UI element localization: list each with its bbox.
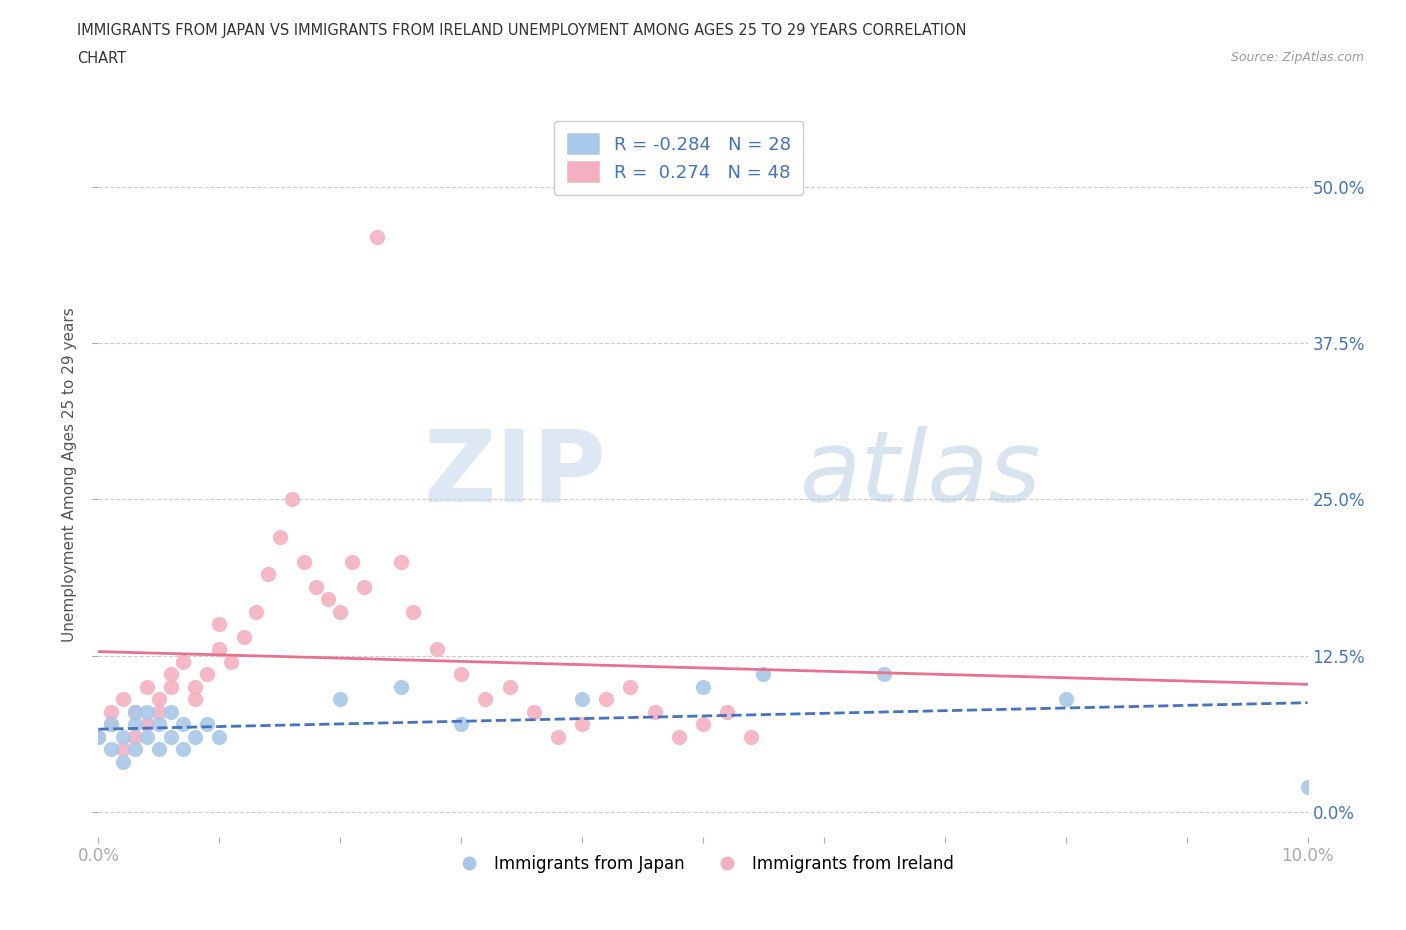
Point	[135, 729, 157, 744]
Point	[111, 742, 134, 757]
Point	[292, 554, 315, 569]
Point	[100, 742, 122, 757]
Point	[316, 591, 339, 606]
Point	[1296, 779, 1319, 794]
Point	[148, 705, 170, 720]
Point	[752, 667, 775, 682]
Point	[111, 754, 134, 769]
Point	[124, 729, 146, 744]
Point	[148, 692, 170, 707]
Point	[281, 492, 304, 507]
Y-axis label: Unemployment Among Ages 25 to 29 years: Unemployment Among Ages 25 to 29 years	[62, 307, 77, 642]
Point	[305, 579, 328, 594]
Point	[184, 729, 207, 744]
Point	[716, 705, 738, 720]
Point	[644, 705, 666, 720]
Point	[595, 692, 617, 707]
Point	[111, 692, 134, 707]
Text: atlas: atlas	[800, 426, 1042, 523]
Point	[160, 667, 183, 682]
Point	[402, 604, 425, 619]
Text: ZIP: ZIP	[423, 426, 606, 523]
Point	[87, 729, 110, 744]
Point	[111, 729, 134, 744]
Point	[571, 692, 593, 707]
Point	[124, 742, 146, 757]
Point	[184, 680, 207, 695]
Point	[873, 667, 896, 682]
Point	[571, 717, 593, 732]
Point	[523, 705, 546, 720]
Point	[474, 692, 496, 707]
Point	[498, 680, 520, 695]
Point	[100, 717, 122, 732]
Point	[232, 630, 254, 644]
Point	[450, 717, 472, 732]
Point	[208, 617, 231, 631]
Point	[245, 604, 267, 619]
Point	[426, 642, 449, 657]
Point	[208, 729, 231, 744]
Point	[135, 680, 157, 695]
Point	[160, 729, 183, 744]
Point	[100, 705, 122, 720]
Point	[195, 717, 218, 732]
Text: CHART: CHART	[77, 51, 127, 66]
Point	[329, 604, 352, 619]
Point	[100, 717, 122, 732]
Point	[221, 655, 243, 670]
Point	[148, 742, 170, 757]
Point	[135, 705, 157, 720]
Point	[172, 742, 194, 757]
Point	[124, 717, 146, 732]
Point	[172, 655, 194, 670]
Legend: Immigrants from Japan, Immigrants from Ireland: Immigrants from Japan, Immigrants from I…	[446, 848, 960, 880]
Point	[172, 717, 194, 732]
Point	[389, 554, 412, 569]
Point	[619, 680, 641, 695]
Point	[135, 717, 157, 732]
Point	[269, 529, 291, 544]
Point	[87, 729, 110, 744]
Point	[353, 579, 375, 594]
Point	[329, 692, 352, 707]
Point	[124, 705, 146, 720]
Point	[366, 229, 388, 244]
Point	[124, 705, 146, 720]
Point	[342, 554, 364, 569]
Point	[195, 667, 218, 682]
Text: Source: ZipAtlas.com: Source: ZipAtlas.com	[1230, 51, 1364, 64]
Point	[389, 680, 412, 695]
Point	[1054, 692, 1077, 707]
Point	[160, 680, 183, 695]
Point	[547, 729, 569, 744]
Point	[740, 729, 762, 744]
Point	[256, 567, 278, 582]
Point	[148, 717, 170, 732]
Point	[184, 692, 207, 707]
Text: IMMIGRANTS FROM JAPAN VS IMMIGRANTS FROM IRELAND UNEMPLOYMENT AMONG AGES 25 TO 2: IMMIGRANTS FROM JAPAN VS IMMIGRANTS FROM…	[77, 23, 967, 38]
Point	[692, 717, 714, 732]
Point	[668, 729, 690, 744]
Point	[208, 642, 231, 657]
Point	[450, 667, 472, 682]
Point	[160, 705, 183, 720]
Point	[692, 680, 714, 695]
